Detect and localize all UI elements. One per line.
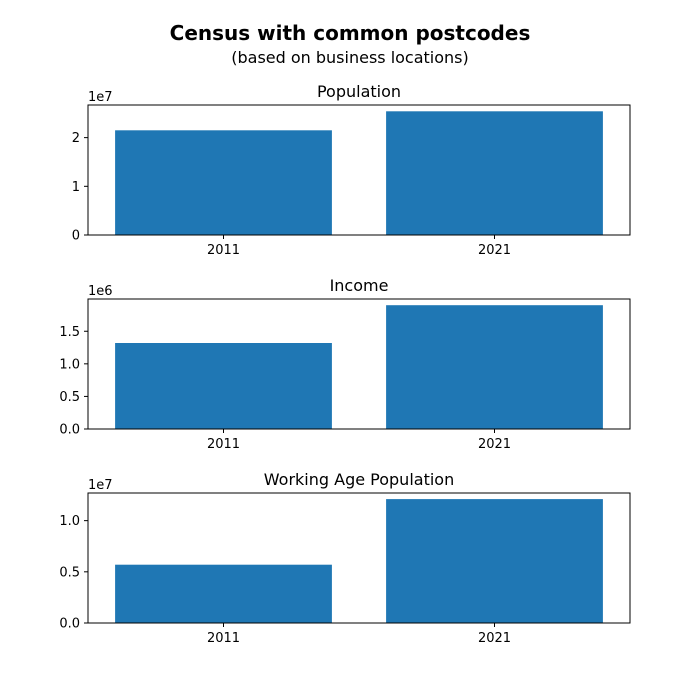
working-age-population-y-tick-label: 0.0 — [59, 617, 80, 632]
population-bars — [115, 111, 603, 235]
working-age-population-scale-label: 1e7 — [88, 478, 113, 493]
working-age-population-axes-frame — [87, 492, 631, 624]
income-title: Income — [330, 276, 389, 295]
working-age-population-x-tick-label-2011: 2011 — [207, 631, 240, 646]
income-y-tick-label: 0.0 — [59, 423, 80, 438]
population-y-tick-label: 2 — [72, 131, 80, 146]
population-bar-2011 — [115, 130, 332, 235]
working-age-population-bar-2021 — [386, 499, 603, 623]
income-y-tick-label: 1.0 — [59, 357, 80, 372]
population-scale-label: 1e7 — [88, 90, 113, 105]
working-age-population-y-tick-label: 1.0 — [59, 514, 80, 529]
working-age-population-panel: Working Age Population 1e7 0.0 0.5 1.0 201… — [59, 470, 631, 646]
income-bars — [115, 305, 603, 429]
population-y-tick-label: 1 — [72, 180, 80, 195]
population-y-axis: 0 1 2 — [72, 131, 88, 244]
working-age-population-bar-2011 — [115, 564, 332, 623]
population-axes-frame — [87, 104, 631, 236]
population-panel: Population 1e7 0 1 2 2011 2021 — [72, 82, 631, 258]
income-bar-2021 — [386, 305, 603, 429]
income-axes-frame — [87, 298, 631, 430]
income-x-axis: 2011 2021 — [207, 429, 511, 452]
income-y-tick-label: 0.5 — [59, 390, 80, 405]
working-age-population-x-tick-label-2021: 2021 — [478, 631, 511, 646]
population-x-tick-label-2021: 2021 — [478, 243, 511, 258]
population-title: Population — [317, 82, 401, 101]
income-y-axis: 0.0 0.5 1.0 1.5 — [59, 325, 88, 438]
working-age-population-x-axis: 2011 2021 — [207, 623, 511, 646]
working-age-population-y-axis: 0.0 0.5 1.0 — [59, 514, 88, 632]
income-x-tick-label-2011: 2011 — [207, 437, 240, 452]
working-age-population-title: Working Age Population — [264, 470, 454, 489]
income-scale-label: 1e6 — [88, 284, 113, 299]
figure-title: Census with common postcodes — [170, 21, 531, 45]
working-age-population-y-tick-label: 0.5 — [59, 565, 80, 580]
population-x-tick-label-2011: 2011 — [207, 243, 240, 258]
population-bar-2021 — [386, 111, 603, 235]
income-y-tick-label: 1.5 — [59, 325, 80, 340]
figure-subtitle: (based on business locations) — [231, 48, 469, 67]
working-age-population-bars — [115, 499, 603, 623]
income-x-tick-label-2021: 2021 — [478, 437, 511, 452]
income-bar-2011 — [115, 343, 332, 429]
population-x-axis: 2011 2021 — [207, 235, 511, 258]
population-y-tick-label: 0 — [72, 229, 80, 244]
income-panel: Income 1e6 0.0 0.5 1.0 1.5 2011 2021 — [59, 276, 631, 452]
